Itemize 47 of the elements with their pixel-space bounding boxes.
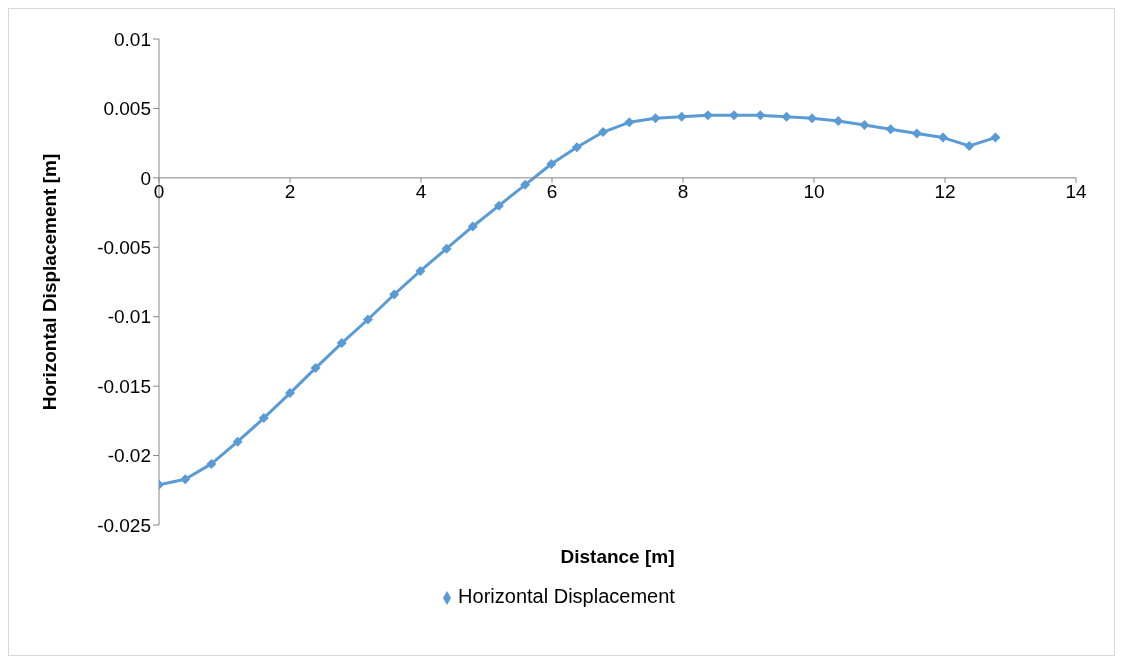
y-tick-label: -0.01 <box>107 306 151 328</box>
point <box>624 117 635 128</box>
x-tick-label: 2 <box>284 180 296 202</box>
point <box>310 363 321 374</box>
y-tick-label: -0.015 <box>97 375 151 397</box>
point <box>911 128 922 139</box>
x-tick-label: 4 <box>415 180 427 202</box>
x-tick-label: 12 <box>934 180 956 202</box>
point <box>964 140 975 151</box>
point <box>493 200 504 211</box>
y-tick-label: 0.01 <box>114 28 151 50</box>
point <box>598 127 609 138</box>
y-tick-label: -0.025 <box>97 514 151 536</box>
point <box>755 110 766 121</box>
point <box>833 115 844 126</box>
point <box>232 436 243 447</box>
point <box>938 132 949 143</box>
point <box>389 289 400 300</box>
legend-label: Horizontal Displacement <box>458 585 675 607</box>
point <box>676 111 687 122</box>
y-axis-title: Horizontal Displacement [m] <box>38 153 60 411</box>
point <box>180 474 191 485</box>
point <box>285 388 295 399</box>
x-tick-label: 6 <box>546 180 558 202</box>
point <box>650 113 661 124</box>
point <box>258 413 269 424</box>
point <box>520 179 531 190</box>
x-axis-title: Distance [m] <box>560 546 675 567</box>
x-tick-label: 8 <box>677 180 689 202</box>
point <box>571 142 582 153</box>
y-tick-label: -0.02 <box>107 445 151 467</box>
point <box>807 113 818 124</box>
point <box>990 132 1001 143</box>
x-tick-label: 14 <box>1065 180 1087 202</box>
point <box>441 243 452 254</box>
x-tick-label: 0 <box>153 180 165 202</box>
point <box>885 124 896 135</box>
y-tick-label: -0.005 <box>97 237 151 259</box>
point <box>415 265 426 276</box>
point <box>467 221 478 232</box>
x-tick-label: 10 <box>803 180 825 202</box>
point <box>546 158 557 169</box>
point <box>336 338 347 349</box>
y-tick-label: 0.005 <box>103 98 151 120</box>
point <box>206 458 217 469</box>
point <box>859 120 870 131</box>
point <box>362 314 373 325</box>
